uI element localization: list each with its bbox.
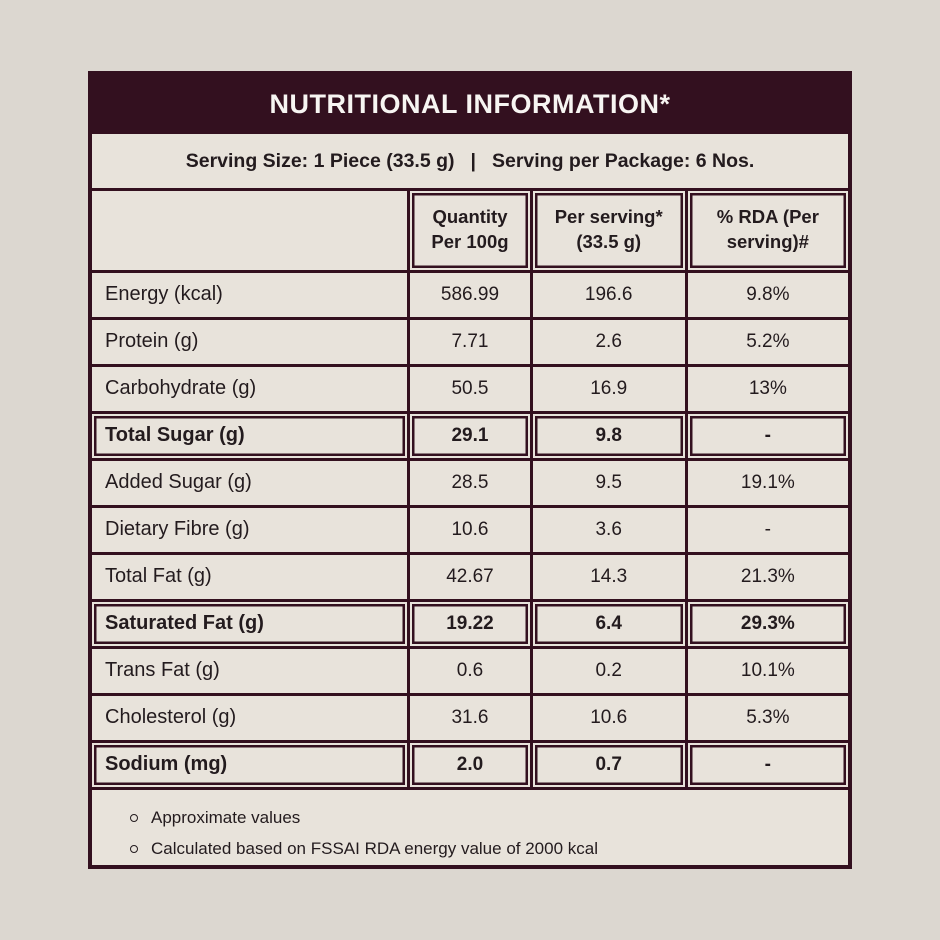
value-per-serving: 9.8 <box>531 412 688 461</box>
value-per-100g: 29.1 <box>408 412 533 461</box>
value-rda: 29.3% <box>686 600 848 649</box>
value-per-serving: 196.6 <box>531 271 688 320</box>
circle-bullet-icon <box>130 813 138 822</box>
value-rda: 19.1% <box>686 459 848 508</box>
table-row: Sodium (mg) 2.0 0.7- <box>92 741 848 790</box>
value-per-serving: 2.6 <box>531 318 688 367</box>
nutrient-label: Added Sugar (g) <box>92 459 411 508</box>
value-per-100g: 2.0 <box>408 741 533 790</box>
nutrient-label: Dietary Fibre (g) <box>92 506 411 555</box>
value-per-serving: 3.6 <box>531 506 688 555</box>
value-per-serving: 16.9 <box>531 365 688 414</box>
serving-separator: | <box>470 149 476 172</box>
value-per-100g: 586.99 <box>408 271 533 320</box>
footnotes: Approximate values Calculated based on F… <box>92 790 848 866</box>
value-per-100g: 7.71 <box>408 318 533 367</box>
circle-bullet-icon <box>130 844 138 853</box>
page-title: NUTRITIONAL INFORMATION* <box>269 89 671 119</box>
table-row: Total Fat (g) 42.67 14.3 21.3% <box>92 553 848 602</box>
table-row: Added Sugar (g) 28.5 9.5 19.1% <box>92 459 848 508</box>
value-rda: - <box>686 412 848 461</box>
header-rda-per-serving: % RDA (Per serving)# <box>686 191 848 273</box>
footnote-text: Approximate values <box>151 807 301 827</box>
value-per-100g: 31.6 <box>408 694 533 743</box>
value-per-serving: 10.6 <box>531 694 688 743</box>
table-row: Energy (kcal) 586.99 196.6 9.8% <box>92 271 848 320</box>
value-per-serving: 6.4 <box>531 600 688 649</box>
nutrient-label: Protein (g) <box>92 318 411 367</box>
value-per-serving: 0.7 <box>531 741 688 790</box>
value-per-100g: 10.6 <box>408 506 533 555</box>
nutrient-label: Total Sugar (g) <box>92 412 411 461</box>
table-row: Protein (g) 7.71 2.6 5.2% <box>92 318 848 367</box>
value-rda: 21.3% <box>686 553 848 602</box>
value-rda: - <box>686 741 848 790</box>
header-quantity-per-100g: Quantity Per 100g <box>408 191 533 273</box>
value-per-100g: 0.6 <box>408 647 533 696</box>
footnote-item: Calculated based on FSSAI RDA energy val… <box>130 838 848 860</box>
table-row: Trans Fat (g) 0.6 0.2 10.1% <box>92 647 848 696</box>
nutrient-label: Carbohydrate (g) <box>92 365 411 414</box>
table-row: Dietary Fibre (g) 10.6 3.6- <box>92 506 848 555</box>
value-per-100g: 50.5 <box>408 365 533 414</box>
value-rda: - <box>686 506 848 555</box>
nutrient-label: Sodium (mg) <box>92 741 411 790</box>
value-per-100g: 19.22 <box>408 600 533 649</box>
serving-per-package-text: Serving per Package: 6 Nos. <box>491 149 755 172</box>
nutrition-label-frame: NUTRITIONAL INFORMATION* Serving Size: 1… <box>88 71 852 869</box>
value-per-serving: 0.2 <box>531 647 688 696</box>
value-rda: 5.2% <box>686 318 848 367</box>
footnote-text: Calculated based on FSSAI RDA energy val… <box>151 838 598 858</box>
serving-size-text: Serving Size: 1 Piece (33.5 g) <box>185 149 455 172</box>
value-rda: 9.8% <box>686 271 848 320</box>
table-row: Cholesterol (g) 31.6 10.6 5.3% <box>92 694 848 743</box>
value-per-serving: 14.3 <box>531 553 688 602</box>
value-per-100g: 28.5 <box>408 459 533 508</box>
table-row: Saturated Fat (g) 19.22 6.4 29.3% <box>92 600 848 649</box>
title-banner: NUTRITIONAL INFORMATION* <box>92 75 848 134</box>
nutrition-table: Quantity Per 100g Per serving* (33.5 g) … <box>92 191 848 790</box>
header-row: Quantity Per 100g Per serving* (33.5 g) … <box>92 191 848 273</box>
nutrient-label: Cholesterol (g) <box>92 694 411 743</box>
value-per-serving: 9.5 <box>531 459 688 508</box>
value-rda: 5.3% <box>686 694 848 743</box>
nutrient-label: Energy (kcal) <box>92 271 411 320</box>
nutrient-label: Total Fat (g) <box>92 553 411 602</box>
value-rda: 10.1% <box>686 647 848 696</box>
serving-info-row: Serving Size: 1 Piece (33.5 g) | Serving… <box>92 134 848 191</box>
value-rda: 13% <box>686 365 848 414</box>
nutrient-label: Trans Fat (g) <box>92 647 411 696</box>
value-per-100g: 42.67 <box>408 553 533 602</box>
nutrient-label: Saturated Fat (g) <box>92 600 411 649</box>
table-row: Total Sugar (g) 29.1 9.8- <box>92 412 848 461</box>
header-per-serving: Per serving* (33.5 g) <box>531 191 688 273</box>
footnote-item: Approximate values <box>130 807 848 829</box>
table-row: Carbohydrate (g) 50.5 16.9 13% <box>92 365 848 414</box>
header-nutrient-empty <box>92 191 411 273</box>
